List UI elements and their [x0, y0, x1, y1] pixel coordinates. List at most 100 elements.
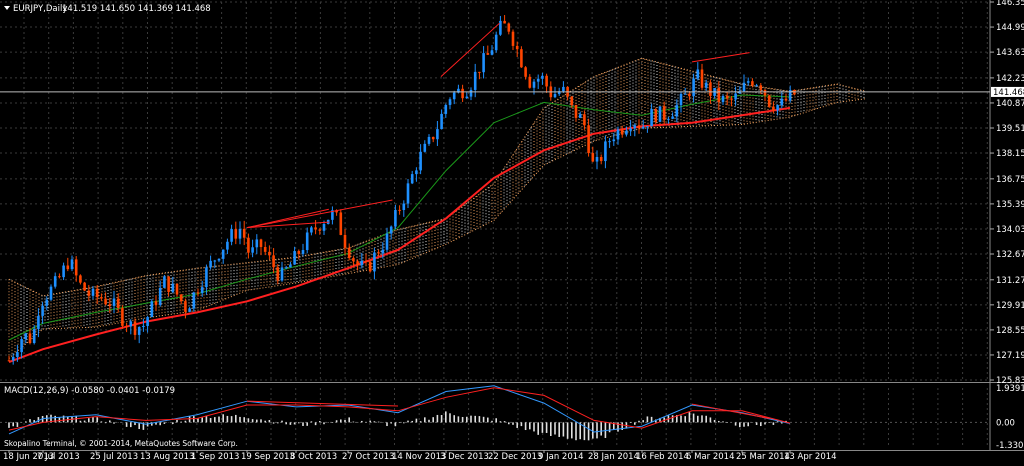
candle[interactable] — [478, 71, 481, 80]
candle[interactable] — [570, 96, 574, 109]
candle[interactable] — [121, 305, 124, 329]
candle[interactable] — [108, 297, 112, 314]
candle[interactable] — [410, 170, 414, 185]
candle[interactable] — [381, 242, 385, 259]
candle[interactable] — [272, 248, 275, 274]
candle[interactable] — [221, 249, 225, 264]
candle[interactable] — [730, 95, 733, 107]
candle[interactable] — [599, 154, 603, 165]
candle[interactable] — [646, 126, 649, 133]
candle[interactable] — [364, 254, 368, 266]
candle[interactable] — [448, 97, 452, 110]
candle[interactable] — [297, 249, 301, 260]
candle[interactable] — [234, 221, 238, 245]
candle[interactable] — [704, 79, 708, 92]
candle[interactable] — [440, 109, 443, 130]
candle[interactable] — [133, 318, 137, 340]
candle[interactable] — [461, 84, 464, 102]
candle[interactable] — [385, 227, 389, 253]
candle[interactable] — [104, 292, 107, 306]
candle[interactable] — [150, 299, 154, 318]
candle[interactable] — [339, 209, 343, 236]
candle[interactable] — [658, 106, 662, 123]
candle[interactable] — [625, 126, 628, 137]
candle[interactable] — [465, 91, 469, 100]
candle[interactable] — [553, 86, 557, 99]
candle[interactable] — [683, 87, 687, 95]
candle[interactable] — [389, 225, 393, 240]
candle[interactable] — [331, 206, 334, 225]
candle[interactable] — [641, 119, 645, 130]
candle[interactable] — [175, 283, 179, 297]
candle[interactable] — [368, 260, 372, 273]
candle[interactable] — [423, 140, 427, 153]
candle[interactable] — [591, 146, 595, 163]
candle[interactable] — [394, 204, 397, 230]
candle[interactable] — [541, 72, 544, 85]
candle[interactable] — [66, 257, 70, 272]
candle[interactable] — [79, 274, 82, 285]
candle[interactable] — [788, 85, 792, 103]
candle[interactable] — [763, 89, 767, 102]
macd-panel[interactable] — [0, 385, 988, 441]
candle[interactable] — [650, 103, 653, 127]
candle[interactable] — [528, 74, 532, 89]
candle[interactable] — [289, 261, 292, 268]
candle[interactable] — [125, 322, 128, 333]
candle[interactable] — [209, 255, 212, 270]
candle[interactable] — [20, 336, 23, 359]
candle[interactable] — [503, 15, 506, 24]
candle[interactable] — [604, 135, 607, 169]
candle[interactable] — [217, 258, 221, 263]
candle[interactable] — [612, 132, 616, 146]
candle[interactable] — [268, 245, 271, 260]
candle[interactable] — [7, 355, 11, 362]
candle[interactable] — [717, 81, 721, 111]
candle[interactable] — [49, 284, 53, 302]
candle[interactable] — [415, 167, 418, 182]
candle[interactable] — [196, 288, 200, 297]
candle[interactable] — [595, 150, 599, 170]
candle[interactable] — [482, 46, 485, 79]
candle[interactable] — [402, 200, 406, 217]
candle[interactable] — [83, 281, 86, 291]
candle[interactable] — [520, 46, 523, 68]
candle[interactable] — [314, 220, 317, 235]
candle[interactable] — [578, 111, 582, 119]
candle[interactable] — [41, 302, 44, 324]
candle[interactable] — [301, 243, 305, 257]
candle[interactable] — [112, 290, 116, 314]
candle[interactable] — [142, 318, 145, 332]
candle[interactable] — [205, 264, 208, 295]
candle[interactable] — [721, 94, 725, 105]
candle[interactable] — [524, 66, 527, 80]
candle[interactable] — [58, 273, 61, 279]
candle[interactable] — [767, 94, 771, 108]
candle[interactable] — [280, 261, 284, 282]
candle[interactable] — [616, 126, 620, 145]
candle[interactable] — [608, 137, 611, 148]
candle[interactable] — [226, 238, 229, 255]
candle[interactable] — [247, 233, 250, 259]
candle[interactable] — [772, 101, 775, 114]
candle[interactable] — [486, 45, 490, 55]
candle[interactable] — [242, 220, 246, 246]
candle[interactable] — [213, 259, 217, 269]
candle[interactable] — [700, 63, 704, 91]
candle[interactable] — [184, 298, 187, 319]
candle[interactable] — [587, 118, 590, 157]
candle[interactable] — [633, 123, 637, 137]
candle[interactable] — [95, 285, 99, 305]
candle[interactable] — [45, 296, 49, 311]
candle[interactable] — [352, 256, 355, 268]
candle[interactable] — [452, 90, 456, 105]
candle[interactable] — [373, 247, 376, 280]
candle[interactable] — [667, 116, 670, 124]
candle[interactable] — [511, 29, 515, 51]
candle[interactable] — [742, 74, 746, 93]
candle[interactable] — [637, 119, 641, 134]
candle[interactable] — [755, 83, 758, 87]
candle[interactable] — [284, 265, 288, 270]
candle[interactable] — [318, 228, 322, 235]
